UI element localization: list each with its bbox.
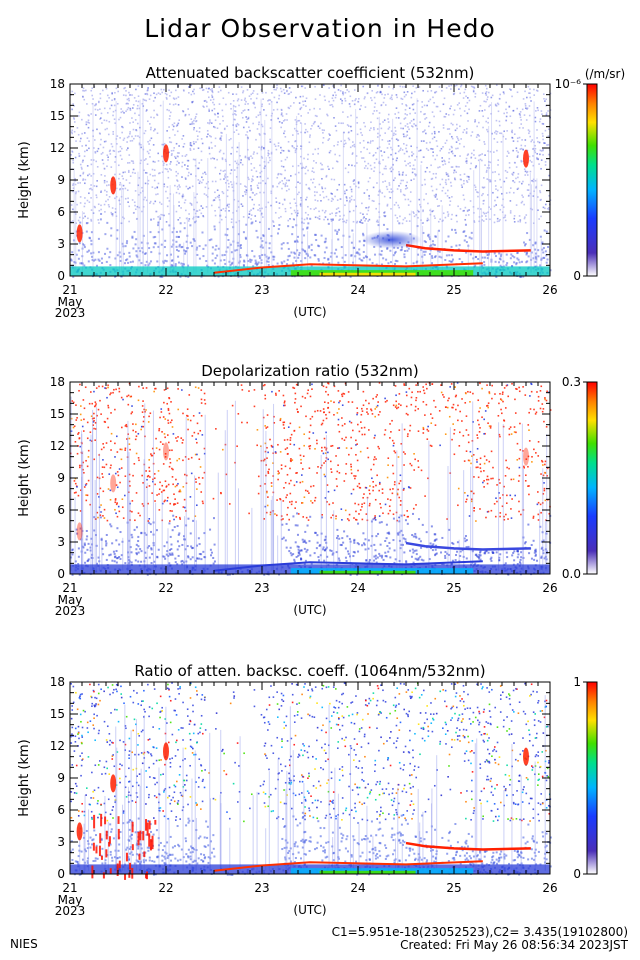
colorbar-max-label: 10⁻⁶: [555, 77, 582, 91]
x-tick-label: 25: [446, 581, 461, 595]
colorbar-max-label: 0.3: [562, 375, 581, 389]
y-tick-label: 12: [50, 141, 65, 155]
y-tick-label: 18: [50, 375, 65, 389]
panel-3: Ratio of atten. backsc. coeff. (1064nm/5…: [17, 662, 598, 918]
y-axis-label: Height (km): [17, 439, 32, 516]
y-tick-label: 15: [50, 407, 65, 421]
panel-1: Attenuated backscatter coefficient (532n…: [17, 64, 625, 320]
x-start-sublabel: May: [58, 893, 83, 907]
panel-title: Depolarization ratio (532nm): [201, 362, 419, 380]
x-tick-label: 23: [254, 881, 269, 895]
x-axis-label: (UTC): [293, 903, 326, 917]
x-tick-label: 21: [62, 581, 77, 595]
x-tick-label: 26: [542, 881, 557, 895]
colorbar: 10: [573, 675, 598, 881]
x-start-sublabel: 2023: [55, 306, 86, 320]
colorbar-gradient: [586, 681, 598, 875]
y-tick-label: 18: [50, 675, 65, 689]
x-tick-label: 24: [350, 881, 365, 895]
colorbar-unit-label: (/m/sr): [585, 67, 625, 81]
y-tick-label: 0: [57, 269, 65, 283]
footer-org: NIES: [10, 937, 38, 951]
x-tick-label: 25: [446, 881, 461, 895]
x-axis-label: (UTC): [293, 603, 326, 617]
y-tick-label: 12: [50, 439, 65, 453]
footer-info: C1=5.951e-18(23052523),C2= 3.435(1910280…: [332, 926, 628, 952]
y-tick-label: 9: [57, 471, 65, 485]
colorbar-min-label: 0.0: [562, 567, 581, 581]
footer-calibration: C1=5.951e-18(23052523),C2= 3.435(1910280…: [331, 925, 628, 939]
colorbar: 10⁻⁶ 0 (/m/sr): [555, 67, 626, 283]
plot-area: [70, 682, 550, 874]
panel-title: Ratio of atten. backsc. coeff. (1064nm/5…: [134, 662, 485, 680]
y-tick-label: 12: [50, 739, 65, 753]
x-tick-label: 21: [62, 881, 77, 895]
panel-title: Attenuated backscatter coefficient (532n…: [146, 64, 475, 82]
x-tick-label: 26: [542, 581, 557, 595]
x-axis-label: (UTC): [293, 305, 326, 319]
y-tick-label: 15: [50, 109, 65, 123]
x-tick-label: 24: [350, 283, 365, 297]
panel-2: Depolarization ratio (532nm) 0 3 6 9 12 15 18 He…: [17, 362, 598, 618]
x-start-sublabel: May: [58, 295, 83, 309]
y-axis-label: Height (km): [17, 739, 32, 816]
y-tick-label: 3: [57, 535, 65, 549]
colorbar-gradient: [586, 381, 598, 575]
page-title: Lidar Observation in Hedo: [144, 14, 496, 43]
x-tick-label: 23: [254, 283, 269, 297]
y-tick-label: 6: [57, 205, 65, 219]
y-tick-label: 0: [57, 867, 65, 881]
x-start-sublabel: 2023: [55, 904, 86, 918]
y-tick-label: 9: [57, 771, 65, 785]
y-axis-label: Height (km): [17, 141, 32, 218]
x-tick-label: 22: [158, 881, 173, 895]
x-tick-label: 21: [62, 283, 77, 297]
x-tick-label: 22: [158, 283, 173, 297]
colorbar-min-label: 0: [573, 269, 581, 283]
x-tick-label: 25: [446, 283, 461, 297]
y-tick-label: 6: [57, 803, 65, 817]
x-tick-label: 24: [350, 581, 365, 595]
y-tick-label: 15: [50, 707, 65, 721]
colorbar-min-label: 0: [573, 867, 581, 881]
footer-created: Created: Fri May 26 08:56:34 2023JST: [400, 938, 628, 952]
x-start-sublabel: 2023: [55, 604, 86, 618]
x-tick-label: 26: [542, 283, 557, 297]
y-tick-label: 6: [57, 503, 65, 517]
x-start-sublabel: May: [58, 593, 83, 607]
y-tick-label: 9: [57, 173, 65, 187]
plot-area: [70, 84, 550, 276]
heatmap-texture: [70, 382, 552, 576]
x-tick-label: 22: [158, 581, 173, 595]
y-tick-label: 18: [50, 77, 65, 91]
colorbar-max-label: 1: [573, 675, 581, 689]
x-tick-label: 23: [254, 581, 269, 595]
y-tick-label: 3: [57, 835, 65, 849]
y-tick-label: 0: [57, 567, 65, 581]
colorbar-gradient: [586, 83, 598, 277]
colorbar: 0.3 0.0: [562, 375, 598, 581]
heatmap-texture: [70, 84, 552, 278]
y-tick-label: 3: [57, 237, 65, 251]
